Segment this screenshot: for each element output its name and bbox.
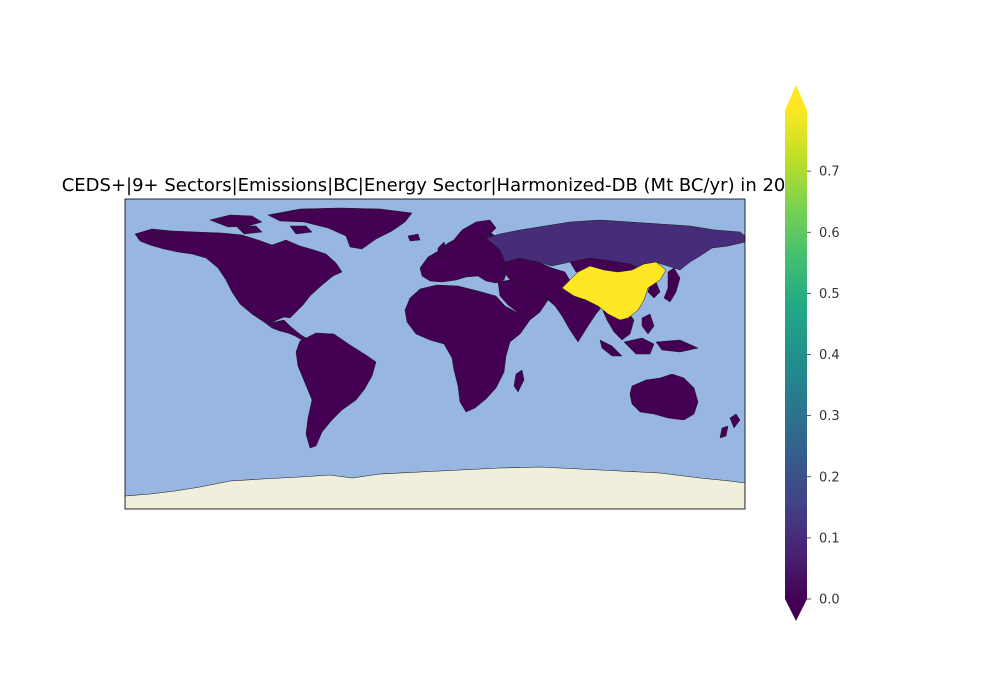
country-north-america <box>134 228 343 324</box>
map-title: CEDS+|9+ Sectors|Emissions|BC|Energy Sec… <box>62 175 809 196</box>
colorbar-tick-label: 0.0 <box>819 593 840 608</box>
country-australia <box>629 373 699 421</box>
antarctica <box>125 466 745 509</box>
colorbar-tick-label: 0.3 <box>819 409 840 424</box>
colorbar-tick-label: 0.7 <box>819 165 840 180</box>
colorbar-tick-label: 0.6 <box>819 226 840 241</box>
country-south-america <box>295 332 377 449</box>
colorbar-tick-label: 0.4 <box>819 348 840 363</box>
colorbar: 0.0 0.1 0.2 0.3 0.4 0.5 0.6 0.7 <box>785 85 840 621</box>
colorbar-tick-label: 0.2 <box>819 470 840 485</box>
country-iceland <box>407 233 421 242</box>
colorbar-tick-label: 0.5 <box>819 287 840 302</box>
colorbar-extend-min <box>785 599 807 621</box>
map-frame <box>124 198 746 510</box>
country-china <box>561 261 667 321</box>
country-africa <box>404 284 531 413</box>
country-uk <box>437 241 448 259</box>
colorbar-tick-label: 0.1 <box>819 531 840 546</box>
colorbar-gradient <box>785 110 807 599</box>
country-arctic-islands <box>149 214 313 241</box>
colorbar-extend-max <box>785 85 807 110</box>
country-madagascar <box>513 369 525 393</box>
map-area <box>125 199 745 509</box>
country-scandinavia <box>451 219 497 245</box>
country-russia <box>485 219 745 271</box>
country-new-zealand <box>719 413 741 439</box>
country-greenland <box>267 207 413 250</box>
